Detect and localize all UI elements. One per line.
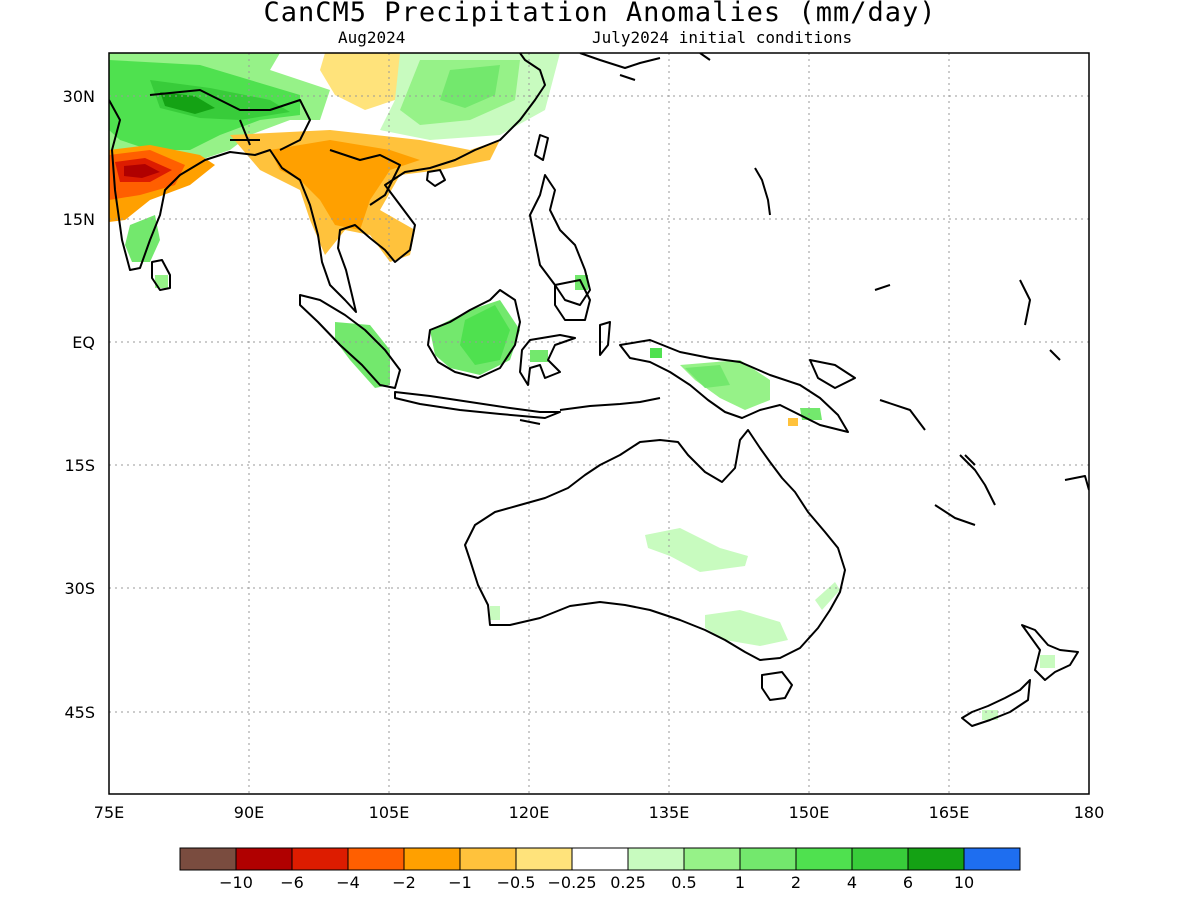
coast-japan	[579, 53, 711, 81]
anomaly-indochina-dry-mid	[270, 140, 420, 230]
lon-tick-label: 150E	[789, 803, 830, 822]
anomaly-himalaya-peak	[160, 92, 215, 114]
coast-png-islands	[809, 359, 926, 431]
coastlines	[109, 53, 1089, 727]
coast-sumatra	[299, 294, 401, 389]
colorbar: −10 −6 −4 −2 −1 −0.5 −0.25 0.25 0.5 1 2 4 6 10	[179, 847, 1021, 892]
colorbar-label: 0.25	[610, 873, 646, 892]
coast-taiwan	[534, 134, 549, 161]
coast-sri-lanka	[151, 259, 171, 291]
coast-pacific-islands	[754, 167, 1089, 491]
coast-mindanao	[554, 279, 591, 321]
colorbar-swatch	[571, 847, 629, 871]
colorbar-swatch	[515, 847, 573, 871]
anomaly-png-wet	[800, 408, 822, 420]
colorbar-swatch	[627, 847, 685, 871]
lat-tick-label: 15S	[64, 456, 95, 475]
anomaly-se-australia-wet	[705, 610, 788, 646]
colorbar-label: −2	[392, 873, 416, 892]
colorbar-label: 0.5	[671, 873, 696, 892]
coast-java	[394, 391, 561, 419]
colorbar-label: 1	[735, 873, 745, 892]
colorbar-label: 6	[903, 873, 913, 892]
colorbar-swatch	[795, 847, 853, 871]
coast-solomon	[934, 454, 996, 526]
coast-china-interior	[149, 89, 401, 206]
lat-tick-label: 45S	[64, 703, 95, 722]
coast-halmahera	[599, 321, 611, 356]
coast-new-zealand-north	[1021, 624, 1079, 681]
colorbar-swatch	[459, 847, 517, 871]
anomaly-sulawesi-wet	[530, 350, 548, 362]
lon-tick-label: 165E	[929, 803, 970, 822]
colorbar-swatch	[739, 847, 797, 871]
coast-new-guinea	[619, 339, 849, 433]
coast-tasmania	[761, 671, 793, 701]
anomaly-borneo-wet	[460, 305, 510, 365]
colorbar-label: −4	[336, 873, 360, 892]
lon-tick-label: 135E	[649, 803, 690, 822]
gridlines	[109, 53, 1089, 794]
anomaly-sw-australia-wet	[490, 606, 500, 620]
colorbar-swatch	[963, 847, 1021, 871]
anomaly-shading	[109, 53, 1055, 720]
colorbar-swatch	[347, 847, 405, 871]
colorbar-label: 2	[791, 873, 801, 892]
lon-tick-label: 75E	[94, 803, 124, 822]
anomaly-south-china-dry-light	[320, 53, 405, 110]
colorbar-swatch	[291, 847, 349, 871]
coast-philippines	[529, 174, 591, 306]
anomaly-east-australia-wet	[815, 582, 840, 610]
colorbar-label: −1	[448, 873, 472, 892]
anomaly-east-china-wet-core	[440, 65, 500, 108]
coast-asia-mainland	[109, 53, 546, 313]
colorbar-swatch	[851, 847, 909, 871]
colorbar-swatch	[179, 847, 237, 871]
colorbar-label: 10	[954, 873, 974, 892]
colorbar-swatch	[907, 847, 965, 871]
anomaly-central-australia-wet	[645, 528, 748, 572]
lat-tick-label: EQ	[72, 333, 95, 352]
lat-tick-label: 15N	[63, 210, 95, 229]
coast-hainan	[426, 169, 446, 187]
coast-lesser-sunda	[519, 397, 661, 425]
map-frame	[108, 52, 1090, 795]
lon-tick-label: 105E	[369, 803, 410, 822]
anomaly-india-dry-peak	[124, 164, 160, 178]
anomaly-new-guinea-wet	[685, 365, 730, 388]
anomaly-sumatra-wet	[335, 322, 390, 388]
colorbar-swatch	[683, 847, 741, 871]
forecast-month: Aug2024	[338, 28, 406, 47]
lon-tick-label: 120E	[509, 803, 550, 822]
coast-new-zealand-south	[961, 679, 1031, 727]
colorbar-swatch	[403, 847, 461, 871]
colorbar-label: −10	[219, 873, 253, 892]
lat-tick-label: 30S	[64, 579, 95, 598]
coast-australia	[464, 429, 846, 661]
coast-borneo	[427, 289, 521, 379]
longitude-axis: 75E 90E 105E 120E 135E 150E 165E 180	[94, 803, 1105, 822]
initial-conditions-label: July2024 initial conditions	[592, 28, 853, 47]
coast-sulawesi	[519, 334, 576, 386]
colorbar-label: −6	[280, 873, 304, 892]
anomaly-south-india-wet	[125, 215, 160, 262]
lon-tick-label: 180	[1074, 803, 1105, 822]
lat-tick-label: 30N	[63, 87, 95, 106]
colorbar-label: −0.25	[547, 873, 596, 892]
colorbar-label: 4	[847, 873, 857, 892]
anomaly-sri-lanka-wet	[155, 275, 168, 288]
chart-title: CanCM5 Precipitation Anomalies (mm/day)	[263, 0, 937, 28]
anomaly-nz-wet	[1040, 655, 1055, 668]
anomaly-bird-head-wet	[650, 348, 662, 358]
anomaly-png-dry	[788, 418, 798, 426]
latitude-axis: 30N 15N EQ 15S 30S 45S	[63, 87, 95, 722]
colorbar-swatch	[235, 847, 293, 871]
colorbar-label: −0.5	[497, 873, 536, 892]
lon-tick-label: 90E	[234, 803, 264, 822]
